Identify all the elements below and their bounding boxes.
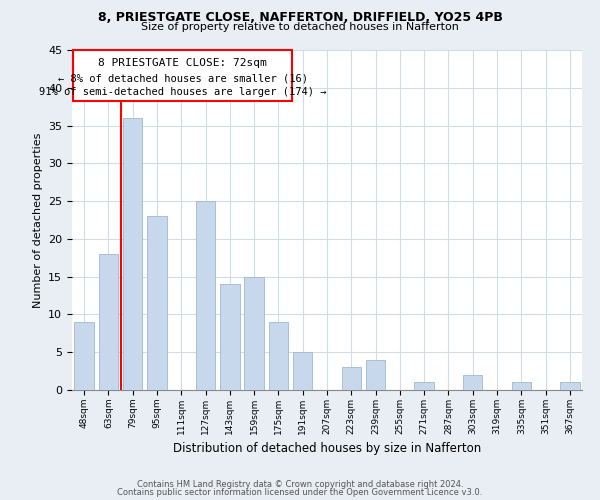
Bar [341,368,361,390]
Text: Contains HM Land Registry data © Crown copyright and database right 2024.: Contains HM Land Registry data © Crown c… [137,480,463,489]
Text: 8, PRIESTGATE CLOSE, NAFFERTON, DRIFFIELD, YO25 4PB: 8, PRIESTGATE CLOSE, NAFFERTON, DRIFFIEL… [98,11,502,24]
Bar [463,375,482,390]
Bar [74,322,94,390]
X-axis label: Distribution of detached houses by size in Nafferton: Distribution of detached houses by size … [173,442,481,456]
Text: ← 8% of detached houses are smaller (16): ← 8% of detached houses are smaller (16) [58,74,308,84]
Bar [220,284,239,390]
Bar [415,382,434,390]
Bar [99,254,118,390]
Text: Size of property relative to detached houses in Nafferton: Size of property relative to detached ho… [141,22,459,32]
Bar [366,360,385,390]
Bar [244,276,264,390]
Bar [196,201,215,390]
Y-axis label: Number of detached properties: Number of detached properties [32,132,43,308]
Bar [73,50,292,102]
Bar [560,382,580,390]
Text: Contains public sector information licensed under the Open Government Licence v3: Contains public sector information licen… [118,488,482,497]
Text: 91% of semi-detached houses are larger (174) →: 91% of semi-detached houses are larger (… [39,88,326,98]
Text: 8 PRIESTGATE CLOSE: 72sqm: 8 PRIESTGATE CLOSE: 72sqm [98,58,267,68]
Bar [147,216,167,390]
Bar [512,382,531,390]
Bar [123,118,142,390]
Bar [269,322,288,390]
Bar [293,352,313,390]
